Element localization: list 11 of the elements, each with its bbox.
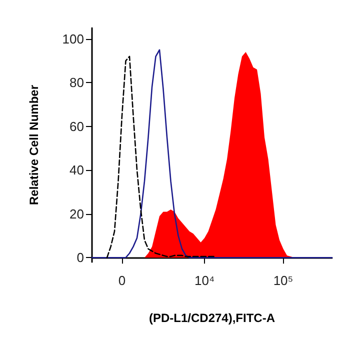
x-tick-label: 10⁴	[194, 273, 215, 288]
y-tick-label: 80	[70, 75, 84, 90]
x-tick-label: 0	[118, 273, 126, 288]
y-tick-label: 60	[70, 118, 84, 134]
x-tick-label: 10⁵	[273, 273, 294, 288]
y-tick-label: 100	[62, 31, 84, 46]
y-tick-label: 40	[70, 162, 84, 178]
y-axis-title: Relative Cell Number	[27, 84, 41, 206]
y-tick-label: 0	[76, 250, 84, 266]
x-axis-title: (PD-L1/CD274),FITC-A	[148, 311, 276, 325]
y-tick-label: 20	[70, 206, 84, 222]
